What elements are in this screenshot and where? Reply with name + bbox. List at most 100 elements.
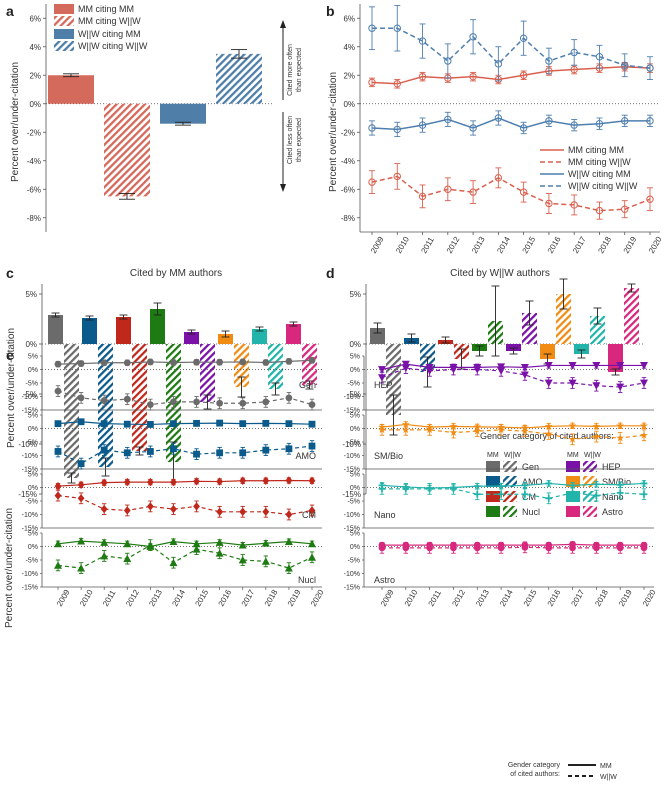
- legend-d-swatch-ww-amo: [503, 476, 517, 487]
- panel-b-xtick-label: 2014: [495, 235, 512, 255]
- panel-e-xtick-label: 2019: [617, 588, 634, 608]
- panel-a-letter: a: [6, 3, 14, 19]
- panel-e-hep-point-ww: [640, 379, 648, 387]
- panel-e-nucl-point-ww: [146, 541, 155, 549]
- panel-e-gen-point-mm: [77, 360, 85, 367]
- panel-e-smbio-line-ww: [382, 429, 645, 440]
- panel-d-bar-ww-astro: [624, 288, 639, 344]
- panel-e-nucl-point-mm: [77, 537, 86, 545]
- panel-e-nano-ytick-label: -15%: [344, 526, 360, 533]
- panel-e-hep-point-ww: [473, 366, 482, 374]
- panel-e-cm-point-ww: [285, 510, 293, 519]
- panel-c-bar-ww-gen: [64, 344, 79, 478]
- panel-e-gen: -15%-10%-5%0%5%Gen: [22, 354, 322, 415]
- panel-b-errorbar: [545, 193, 552, 214]
- legend-d-swatch-mm-astro: [566, 506, 580, 517]
- panel-b-point: [368, 178, 376, 186]
- panel-e-nucl-ytick-label: -5%: [26, 558, 38, 565]
- legend-d-swatch-ww-astro: [583, 506, 597, 517]
- panel-e-gen-ytick-label: -15%: [22, 408, 38, 415]
- panel-e-astro-ytick-label: -5%: [348, 558, 360, 565]
- panel-e-nucl-point-mm: [169, 537, 178, 546]
- panel-e-cm-point-ww: [54, 491, 62, 500]
- panel-c-title: Cited by MM authors: [130, 268, 222, 279]
- legend-d-swatch-mm-hep: [566, 461, 580, 472]
- panel-e-xtick-label: 2013: [147, 588, 164, 608]
- panel-e-hep-point-ww: [616, 383, 625, 392]
- panel-e-smbio-point-ww: [473, 427, 482, 435]
- panel-e-cm-point-ww: [123, 506, 131, 515]
- panel-d-errorbar-mm-nano: [577, 349, 586, 359]
- panel-b-errorbar: [647, 56, 653, 80]
- panel-d-bar-ww-smbio: [556, 294, 571, 344]
- panel-b-errorbar: [419, 184, 426, 209]
- panel-b-errorbar: [520, 20, 527, 56]
- panel-b-legend: MM citing MM MM citing W||W W||W citing …: [540, 145, 638, 191]
- panel-e-cm-point-mm: [239, 476, 247, 485]
- panel-e-nano-point-mm: [592, 480, 600, 488]
- panel-e-amo-point-ww: [193, 450, 200, 458]
- legend-d-label-astro: Astro: [602, 507, 623, 517]
- panel-b-point: [444, 57, 452, 65]
- panel-e-xtick-label: 2017: [569, 588, 586, 608]
- panel-e-smbio-point-mm: [449, 422, 458, 430]
- panel-e-cm: -15% -10% -5% 0% 5% CM: [22, 472, 322, 533]
- panel-e-amo-label: AMO: [295, 451, 316, 461]
- panel-a-ytick-label: 6%: [29, 14, 41, 23]
- panel-e-gen-line-ww: [57, 390, 313, 406]
- panel-e-hep-point-ww: [449, 366, 458, 374]
- panel-b-errorbar: [495, 167, 502, 189]
- panel-e-nano: -15% -10% -5% 0% 5% Nano: [344, 472, 654, 533]
- panel-e-hep-point-ww: [425, 367, 434, 375]
- panel-e-nano-point-ww: [521, 490, 529, 498]
- panel-b-point: [570, 48, 578, 57]
- panel-e-nucl-point-ww: [238, 556, 247, 564]
- panel-b-point: [646, 64, 654, 72]
- panel-e-hep-ytick-label: -10%: [344, 394, 360, 401]
- legend-b-label-4: W||W citing W||W: [568, 181, 638, 191]
- panel-e-smbio-point-ww: [378, 425, 386, 434]
- panel-b-point: [595, 206, 604, 215]
- panel-e-amo-point-mm: [285, 420, 293, 428]
- panel-e-amo-point-ww: [216, 449, 224, 457]
- panel-e-gen-point-ww: [262, 398, 270, 406]
- legend-e-title-2: of cited authors:: [510, 771, 560, 778]
- panel-e-xtick-label: 2016: [546, 588, 563, 608]
- panel-c-bar-mm-nucl: [150, 309, 165, 344]
- panel-e-gen-point-ww: [170, 398, 177, 406]
- panel-e-smbio-point-ww: [544, 429, 553, 438]
- panel-e-xtick-label: 2019: [286, 588, 303, 608]
- panel-e-amo-point-mm: [54, 420, 62, 428]
- panel-a-ytick-label: 4%: [29, 43, 41, 52]
- panel-e-hep-point-mm: [616, 362, 625, 370]
- panel-e-cm-label: CM: [302, 510, 316, 520]
- panel-e-amo-point-mm: [100, 420, 108, 428]
- panel-e-xtick-label: 2009: [379, 588, 396, 608]
- panel-e-smbio-point-ww: [449, 428, 458, 436]
- panel-d-bar-mm-nano: [574, 344, 589, 354]
- panel-c-ytick-label: -10%: [18, 440, 37, 449]
- panel-e-smbio-point-mm: [568, 421, 577, 430]
- panel-e-cm-ytick-label: -5%: [26, 499, 38, 506]
- panel-c-errorbar-ww-cm: [135, 446, 144, 456]
- legend-a-label-3: W||W citing MM: [78, 29, 141, 39]
- panel-e-nucl-line-ww: [57, 544, 313, 569]
- panel-e-smbio: -15%-10%-5%0%5%SM/Bio: [344, 413, 654, 474]
- panel-d-bar-ww-nano: [590, 316, 605, 344]
- panel-b-errorbar: [369, 6, 375, 51]
- panel-e-astro: -15% -10% -5% 0% 5% Astro: [344, 531, 654, 592]
- legend-d-col-mm: MM: [487, 452, 499, 459]
- panel-b-errorbar: [470, 120, 477, 136]
- panel-e-gen-ytick-label: -10%: [22, 394, 38, 401]
- panel-e-smbio-point-ww: [425, 425, 434, 434]
- panel-e-gen-point-mm: [54, 360, 62, 368]
- panel-e-smbio-point-mm: [544, 422, 553, 430]
- panel-e-nano-point-ww: [426, 485, 434, 493]
- panel-e-nano-ytick-label: -5%: [348, 499, 360, 506]
- panel-e-amo-point-ww: [170, 445, 177, 453]
- legend-d-label-hep: HEP: [602, 462, 621, 472]
- panel-b-errorbar: [596, 201, 603, 220]
- panel-b-series-mmcitingww: [368, 163, 654, 220]
- panel-e-nano-point-ww: [497, 490, 505, 498]
